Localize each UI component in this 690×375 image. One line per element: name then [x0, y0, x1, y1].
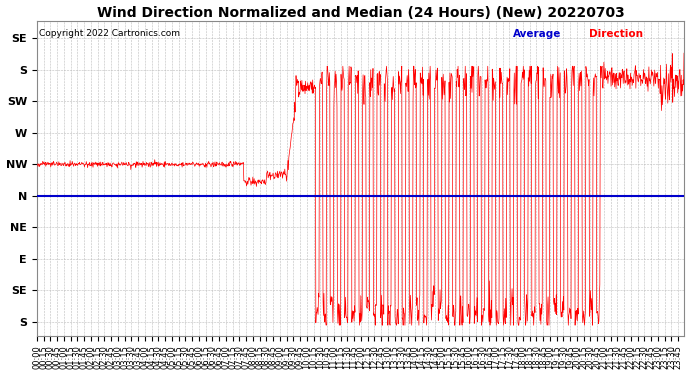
Text: Average: Average: [513, 28, 561, 39]
Text: Direction: Direction: [589, 28, 642, 39]
Title: Wind Direction Normalized and Median (24 Hours) (New) 20220703: Wind Direction Normalized and Median (24…: [97, 6, 624, 20]
Text: Copyright 2022 Cartronics.com: Copyright 2022 Cartronics.com: [39, 28, 179, 38]
